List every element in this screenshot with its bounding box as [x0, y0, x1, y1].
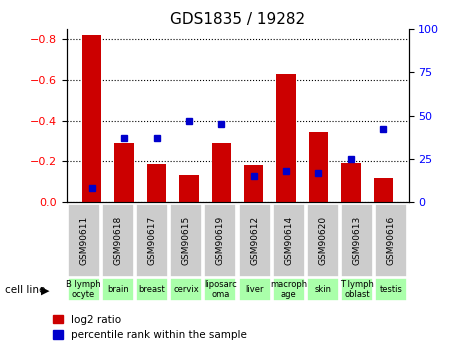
Bar: [341, 163, 361, 202]
Bar: [147, 164, 166, 202]
Bar: [244, 165, 264, 202]
Text: liposarc
oma: liposarc oma: [204, 280, 237, 299]
Text: macroph
age: macroph age: [270, 280, 307, 299]
Bar: [373, 178, 393, 202]
Text: GSM90615: GSM90615: [182, 216, 190, 265]
FancyBboxPatch shape: [204, 204, 237, 277]
Text: cell line: cell line: [5, 286, 45, 295]
Text: GSM90617: GSM90617: [148, 216, 156, 265]
FancyBboxPatch shape: [136, 277, 168, 302]
FancyBboxPatch shape: [375, 204, 408, 277]
Text: ▶: ▶: [41, 286, 50, 295]
Text: GSM90611: GSM90611: [79, 216, 88, 265]
Text: GSM90619: GSM90619: [216, 216, 225, 265]
Text: breast: breast: [139, 285, 165, 294]
Bar: [114, 143, 134, 202]
FancyBboxPatch shape: [375, 277, 408, 302]
Text: B lymph
ocyte: B lymph ocyte: [66, 280, 101, 299]
FancyBboxPatch shape: [67, 277, 100, 302]
FancyBboxPatch shape: [67, 204, 100, 277]
Text: testis: testis: [380, 285, 403, 294]
Bar: [179, 176, 199, 202]
FancyBboxPatch shape: [170, 277, 202, 302]
FancyBboxPatch shape: [170, 204, 202, 277]
FancyBboxPatch shape: [273, 277, 305, 302]
Bar: [211, 143, 231, 202]
Text: skin: skin: [314, 285, 332, 294]
FancyBboxPatch shape: [204, 277, 237, 302]
Text: GSM90620: GSM90620: [319, 216, 327, 265]
Title: GDS1835 / 19282: GDS1835 / 19282: [170, 12, 305, 27]
Text: T lymph
oblast: T lymph oblast: [340, 280, 374, 299]
Bar: [276, 74, 296, 202]
FancyBboxPatch shape: [238, 204, 271, 277]
FancyBboxPatch shape: [341, 204, 373, 277]
FancyBboxPatch shape: [102, 204, 134, 277]
FancyBboxPatch shape: [307, 204, 339, 277]
Legend: log2 ratio, percentile rank within the sample: log2 ratio, percentile rank within the s…: [53, 315, 247, 340]
FancyBboxPatch shape: [102, 277, 134, 302]
Bar: [309, 132, 328, 202]
Text: brain: brain: [107, 285, 129, 294]
FancyBboxPatch shape: [307, 277, 339, 302]
Text: GSM90616: GSM90616: [387, 216, 396, 265]
Text: GSM90612: GSM90612: [250, 216, 259, 265]
Text: liver: liver: [246, 285, 264, 294]
FancyBboxPatch shape: [238, 277, 271, 302]
Text: GSM90613: GSM90613: [353, 216, 361, 265]
FancyBboxPatch shape: [136, 204, 168, 277]
Text: GSM90618: GSM90618: [114, 216, 122, 265]
Text: cervix: cervix: [173, 285, 199, 294]
Bar: [82, 36, 102, 202]
Text: GSM90614: GSM90614: [285, 216, 293, 265]
FancyBboxPatch shape: [273, 204, 305, 277]
FancyBboxPatch shape: [341, 277, 373, 302]
